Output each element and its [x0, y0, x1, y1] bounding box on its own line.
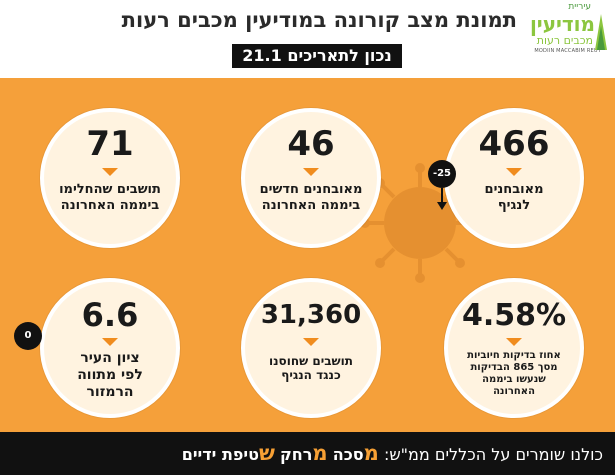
- stat-value: 4.58%: [461, 298, 567, 333]
- pointer-arrow-icon: [102, 338, 118, 346]
- stat-circle-vaccinated: 31,360 תושבים שחוסנו כנגד הנגיף: [241, 278, 381, 418]
- stat-label: אחוז בדיקות חיוביות מסך 865 הבדיקות שנעש…: [467, 350, 561, 397]
- pointer-arrow-icon: [303, 338, 319, 346]
- pointer-arrow-icon: [506, 168, 522, 176]
- stat-value: 6.6: [81, 296, 139, 334]
- stat-circle-positive-rate: 4.58% אחוז בדיקות חיוביות מסך 865 הבדיקו…: [444, 278, 584, 418]
- stat-label: תושבים שחוסנו כנגד הנגיף: [269, 354, 353, 383]
- change-badge: 0: [14, 322, 42, 350]
- footer-handwash-letter: ש: [258, 441, 275, 465]
- stat-circle-new-diagnosed: 46 מאובחנים חדשים ביממה האחרונה: [241, 108, 381, 248]
- logo-mark-icon: [595, 14, 607, 50]
- stat-circle-recovered: 71 תושבים שהחלימו ביממה האחרונה: [40, 108, 180, 248]
- stat-value: 46: [287, 124, 335, 164]
- stat-label: תושבים שהחלימו ביממה האחרונה: [59, 182, 161, 213]
- header: תמונת מצב קורונה במודיעין מכבים רעות עיר…: [0, 0, 615, 78]
- stat-value: 31,360: [260, 300, 362, 330]
- logo-english-text: MODIIN MACCABIM REUT: [534, 48, 601, 54]
- arrow-down-icon: [437, 188, 447, 210]
- footer-handwash-rest: טיפת ידיים: [181, 445, 259, 464]
- footer-text: כולנו שומרים על הכללים ממ"ש: מסכה מרחק ש…: [182, 432, 603, 475]
- stat-circle-city-score: 6.6 ציון העיר לפי מתווה הרמזור: [40, 278, 180, 418]
- stat-value: 71: [86, 124, 134, 164]
- footer-distance-letter: מ: [312, 441, 328, 465]
- pointer-arrow-icon: [506, 338, 522, 346]
- stat-circle-diagnosed: 466 מאובחנים לנגיף: [444, 108, 584, 248]
- footer-distance-rest: רחק: [280, 445, 313, 464]
- footer-banner: כולנו שומרים על הכללים ממ"ש: מסכה מרחק ש…: [0, 432, 615, 475]
- page-title: תמונת מצב קורונה במודיעין מכבים רעות: [121, 8, 517, 32]
- stat-label: מאובחנים לנגיף: [484, 182, 544, 213]
- stat-label: מאובחנים חדשים ביממה האחרונה: [259, 182, 363, 213]
- city-logo: עיריית מודיעין מכבים רעות MODIIN MACCABI…: [519, 2, 609, 66]
- logo-main-text: מודיעין: [529, 12, 595, 36]
- logo-top-text: עיריית: [568, 2, 591, 12]
- change-badge: -25: [428, 160, 456, 188]
- footer-mask-rest: סכה: [332, 445, 364, 464]
- logo-sub-text: מכבים רעות: [536, 34, 593, 47]
- stats-panel: 466 מאובחנים לנגיף -25 46 מאובחנים חדשים…: [0, 78, 615, 432]
- pointer-arrow-icon: [303, 168, 319, 176]
- footer-intro: כולנו שומרים על הכללים ממ"ש:: [383, 445, 603, 464]
- stat-value: 466: [478, 124, 550, 164]
- pointer-arrow-icon: [102, 168, 118, 176]
- footer-mask-letter: מ: [363, 441, 379, 465]
- stat-label: ציון העיר לפי מתווה הרמזור: [77, 350, 143, 400]
- date-badge: נכון לתאריכים 21.1: [232, 44, 402, 68]
